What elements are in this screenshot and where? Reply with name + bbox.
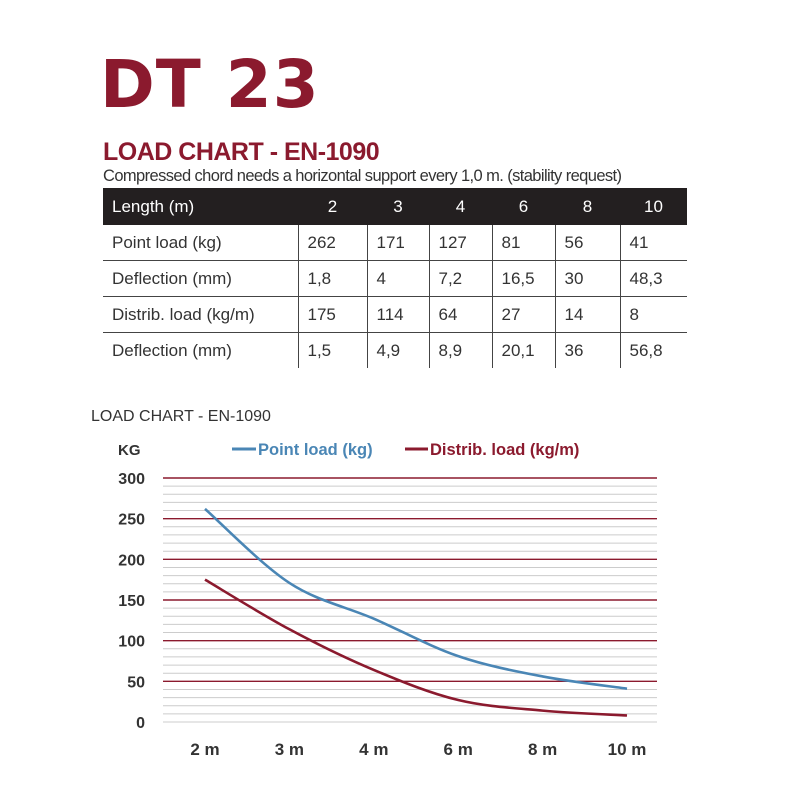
table-cell: 20,1 [491,332,555,368]
row-label: Deflection (mm) [103,260,298,297]
x-tick-label: 8 m [528,740,557,759]
distrib-load-line [204,578,628,717]
row-label: Point load (kg) [103,225,298,261]
table-cell: 175 [297,296,367,333]
legend-label: Distrib. load (kg/m) [430,441,579,459]
header-cell: 10 [620,188,687,225]
y-tick-label: 200 [118,552,145,569]
table-row: Distrib. load (kg/m) 175 114 64 27 14 8 [103,296,687,333]
table-cell: 4,9 [366,332,429,368]
header-cell: 2 [298,188,367,225]
x-tick-label: 4 m [359,740,388,759]
table-row: Deflection (mm) 1,5 4,9 8,9 20,1 36 56,8 [103,332,687,368]
table-cell: 41 [619,225,687,261]
product-title: DT 23 [100,46,320,123]
table-cell: 81 [491,225,555,261]
x-tick-label: 10 m [608,740,647,759]
table-cell: 30 [554,260,620,297]
table-cell: 56 [554,225,620,261]
header-cell: 4 [429,188,492,225]
table-cell: 4 [366,260,429,297]
header-cell: 6 [492,188,555,225]
table-row: Point load (kg) 262 171 127 81 56 41 [103,225,687,261]
table-cell: 36 [554,332,620,368]
point-load-line [204,507,628,690]
table-cell: 8 [619,296,687,333]
table-cell: 64 [428,296,492,333]
y-tick-label: 250 [118,512,145,529]
header-cell: 3 [367,188,429,225]
x-tick-label: 3 m [275,740,304,759]
caption: Compressed chord needs a horizontal supp… [103,167,622,185]
x-tick-label: 2 m [190,740,219,759]
table-cell: 171 [366,225,429,261]
table-cell: 27 [491,296,555,333]
header-cell: Length (m) [103,188,298,225]
table-cell: 262 [297,225,367,261]
table-cell: 114 [366,296,429,333]
row-label: Deflection (mm) [112,340,232,360]
y-tick-label: 100 [118,634,145,651]
table-cell: 7,2 [428,260,492,297]
y-tick-label: 150 [118,593,145,610]
table-cell: 1,5 [297,332,367,368]
table-cell: 48,3 [619,260,687,297]
table-cell: 1,8 [297,260,367,297]
row-label: Distrib. load (kg/m) [103,296,298,333]
y-tick-label: 50 [127,674,145,691]
table-header-row: Length (m) 2 3 4 6 8 10 [103,188,687,225]
chart-title: LOAD CHART - EN-1090 [91,408,271,425]
x-tick-label: 6 m [444,740,473,759]
y-tick-label: 300 [118,471,145,488]
header-cell: 8 [555,188,620,225]
load-table: Length (m) 2 3 4 6 8 10 Point load (kg) 2… [103,188,687,368]
table-cell: 14 [554,296,620,333]
y-axis-label: KG [118,442,141,459]
y-tick-label: 0 [136,715,145,732]
section-title: LOAD CHART - EN-1090 [103,138,380,166]
table-cell: 56,8 [619,332,687,368]
table-cell: 16,5 [491,260,555,297]
table-cell: 8,9 [428,332,492,368]
table-row: Deflection (mm) 1,8 4 7,2 16,5 30 48,3 [103,260,687,297]
legend-label: Point load (kg) [258,441,373,459]
table-cell: 127 [428,225,492,261]
